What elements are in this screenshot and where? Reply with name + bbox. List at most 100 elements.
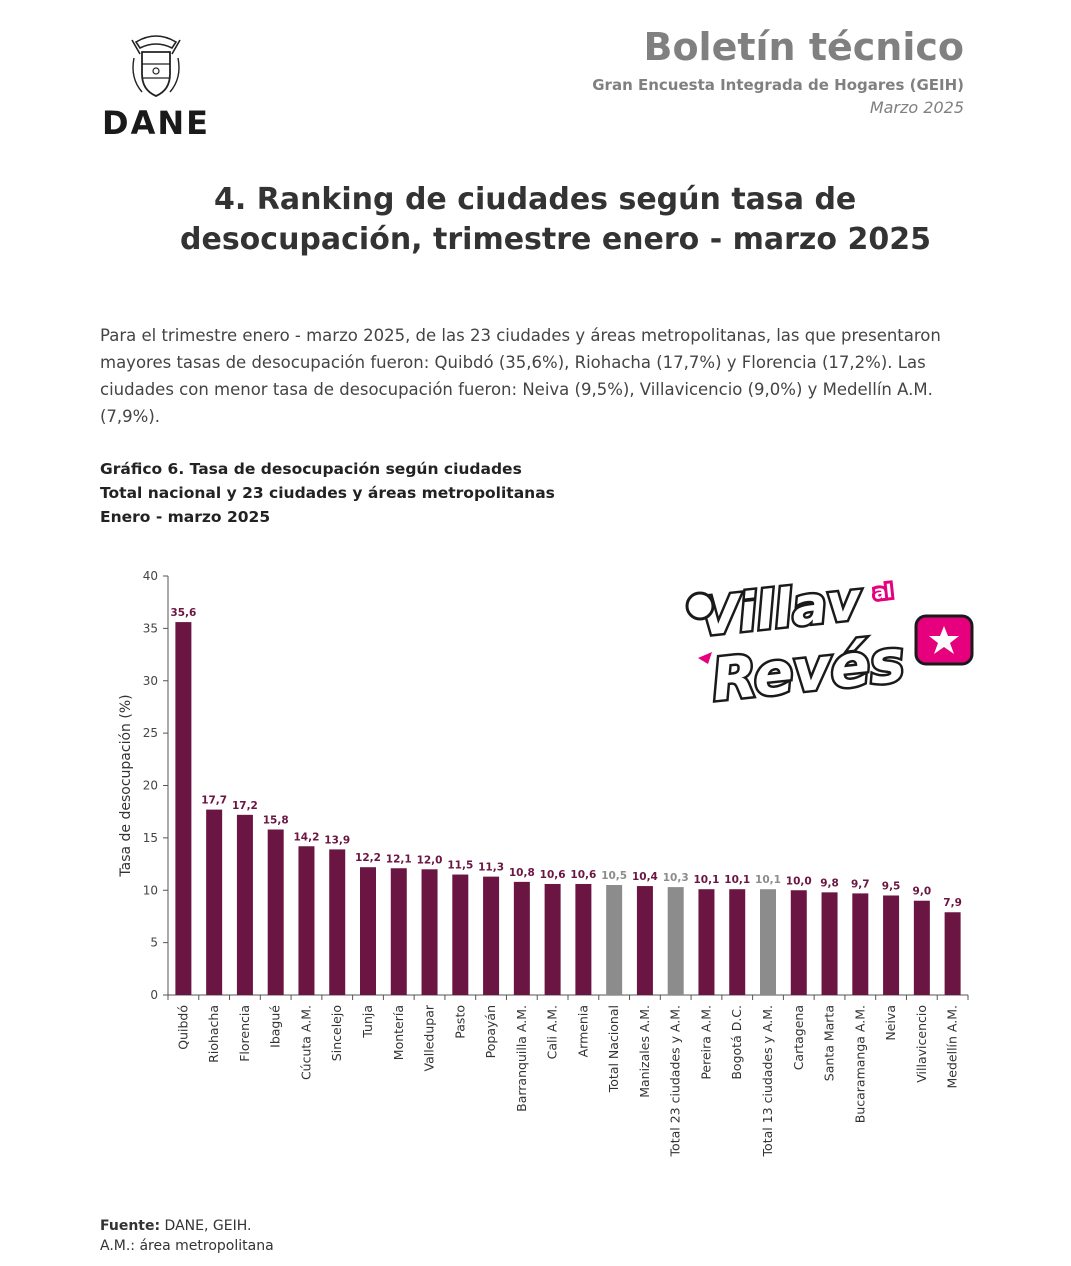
bar-chart: 0 5 10 15 20 25 30 35 40 Tasa de desocupación (%)…: [100, 560, 980, 1204]
category-label: Bucaramanga A.M.: [852, 1005, 867, 1123]
bar: [483, 876, 500, 995]
data-label: 10,1: [694, 874, 720, 886]
bar: [236, 814, 253, 995]
category-label: Barranquilla A.M.: [514, 1005, 529, 1112]
y-tick-label: 0: [150, 988, 158, 1002]
bar: [790, 890, 807, 995]
category-label: Riohacha: [206, 1005, 221, 1063]
bar: [390, 868, 407, 995]
whatsapp-icon: [685, 591, 715, 621]
category-label: Pasto: [452, 1005, 467, 1039]
data-label: 12,1: [386, 853, 412, 865]
data-label: 13,9: [324, 834, 350, 846]
category-label: Popayán: [483, 1005, 498, 1058]
y-axis-label: Tasa de desocupación (%): [118, 694, 134, 877]
category-label: Sincelejo: [329, 1005, 344, 1061]
bar: [760, 889, 776, 995]
category-label: Armenia: [575, 1005, 590, 1057]
data-label: 7,9: [943, 897, 962, 909]
data-label: 14,2: [294, 831, 320, 843]
watermark-small: al: [873, 581, 893, 604]
star-icon: [929, 626, 959, 654]
y-tick-label: 5: [150, 936, 158, 950]
intro-paragraph: Para el trimestre enero - marzo 2025, de…: [100, 326, 941, 426]
bar: [513, 881, 530, 995]
source-label: Fuente:: [100, 1218, 161, 1234]
bar: [575, 883, 592, 995]
section-title-line1: Ranking de ciudades según tasa de: [256, 182, 857, 217]
category-label: Valledupar: [422, 1004, 437, 1071]
bar: [452, 874, 469, 995]
bulletin-subtitle: Gran Encuesta Integrada de Hogares (GEIH…: [592, 76, 964, 94]
data-label: 9,7: [851, 878, 870, 890]
bar: [636, 886, 653, 995]
data-label: 10,0: [786, 875, 812, 887]
category-label: Cali A.M.: [545, 1005, 560, 1059]
bar: [175, 622, 192, 995]
y-tick-label: 40: [143, 569, 158, 583]
bar: [606, 885, 623, 995]
bar: [729, 889, 746, 995]
data-label: 10,8: [509, 867, 535, 879]
data-label: 9,5: [882, 880, 901, 892]
category-label: Ibagué: [268, 1005, 283, 1048]
section-title-line2: desocupación, trimestre enero - marzo 20…: [180, 222, 931, 257]
data-label: 10,1: [724, 874, 750, 886]
category-label: Manizales A.M.: [637, 1005, 652, 1098]
bar: [421, 869, 438, 995]
bar: [360, 867, 376, 995]
category-label: Santa Marta: [822, 1005, 837, 1081]
data-label: 10,1: [755, 874, 781, 886]
twitter-icon: [698, 652, 712, 664]
graph-title: Gráfico 6. Tasa de desocupación según ci…: [100, 457, 555, 529]
footer: Fuente: DANE, GEIH. A.M.: área metropoli…: [100, 1216, 274, 1256]
category-label: Bogotá D.C.: [729, 1005, 744, 1080]
coat-of-arms-icon: [131, 35, 181, 97]
y-tick-label: 25: [143, 726, 158, 740]
dane-logo: DANE: [100, 34, 212, 142]
data-label: 17,7: [201, 795, 227, 807]
data-label: 10,5: [601, 870, 627, 882]
data-label: 10,4: [632, 871, 658, 883]
category-label: Cartagena: [791, 1005, 806, 1070]
graph-title-line1: Gráfico 6. Tasa de desocupación según ci…: [100, 460, 522, 478]
y-tick-label: 15: [143, 831, 158, 845]
bar: [698, 889, 715, 995]
bulletin-date: Marzo 2025: [869, 98, 964, 117]
bar: [944, 912, 961, 995]
data-label: 9,8: [820, 877, 839, 889]
section-title: 4. Ranking de ciudades según tasa de des…: [180, 180, 980, 260]
data-label: 12,0: [417, 854, 443, 866]
category-label: Pereira A.M.: [698, 1005, 713, 1080]
bar: [298, 846, 315, 995]
category-label: Villavicencio: [914, 1005, 929, 1083]
bar: [821, 892, 838, 995]
data-label: 10,6: [570, 869, 596, 881]
y-tick-label: 30: [143, 674, 158, 688]
category-label: Cúcuta A.M.: [298, 1005, 313, 1080]
y-tick-label: 20: [143, 779, 158, 793]
category-label: Total 23 ciudades y A.M.: [668, 1005, 683, 1157]
category-label: Medellín A.M.: [945, 1005, 960, 1088]
bar: [544, 883, 561, 995]
header: Boletín técnico Gran Encuesta Integrada …: [592, 24, 964, 117]
data-label: 11,5: [447, 860, 473, 872]
category-label: Total 13 ciudades y A.M.: [760, 1005, 775, 1157]
graph-title-line2: Total nacional y 23 ciudades y áreas met…: [100, 484, 555, 502]
bar: [329, 849, 346, 995]
bar: [883, 895, 900, 995]
footnote: A.M.: área metropolitana: [100, 1238, 274, 1254]
bar: [852, 893, 869, 995]
data-label: 10,3: [663, 872, 689, 884]
y-tick-label: 35: [143, 621, 158, 635]
bulletin-title: Boletín técnico: [643, 25, 964, 69]
graph-title-line3: Enero - marzo 2025: [100, 508, 271, 526]
category-label: Montería: [391, 1005, 406, 1060]
chart-svg: 0 5 10 15 20 25 30 35 40 Tasa de desocupación (%)…: [118, 569, 969, 1157]
section-number: 4.: [214, 182, 247, 217]
source-text: DANE, GEIH.: [160, 1218, 252, 1234]
data-label: 17,2: [232, 800, 258, 812]
category-label: Quibdó: [175, 1005, 190, 1050]
data-label: 10,6: [540, 869, 566, 881]
data-label: 9,0: [913, 886, 932, 898]
